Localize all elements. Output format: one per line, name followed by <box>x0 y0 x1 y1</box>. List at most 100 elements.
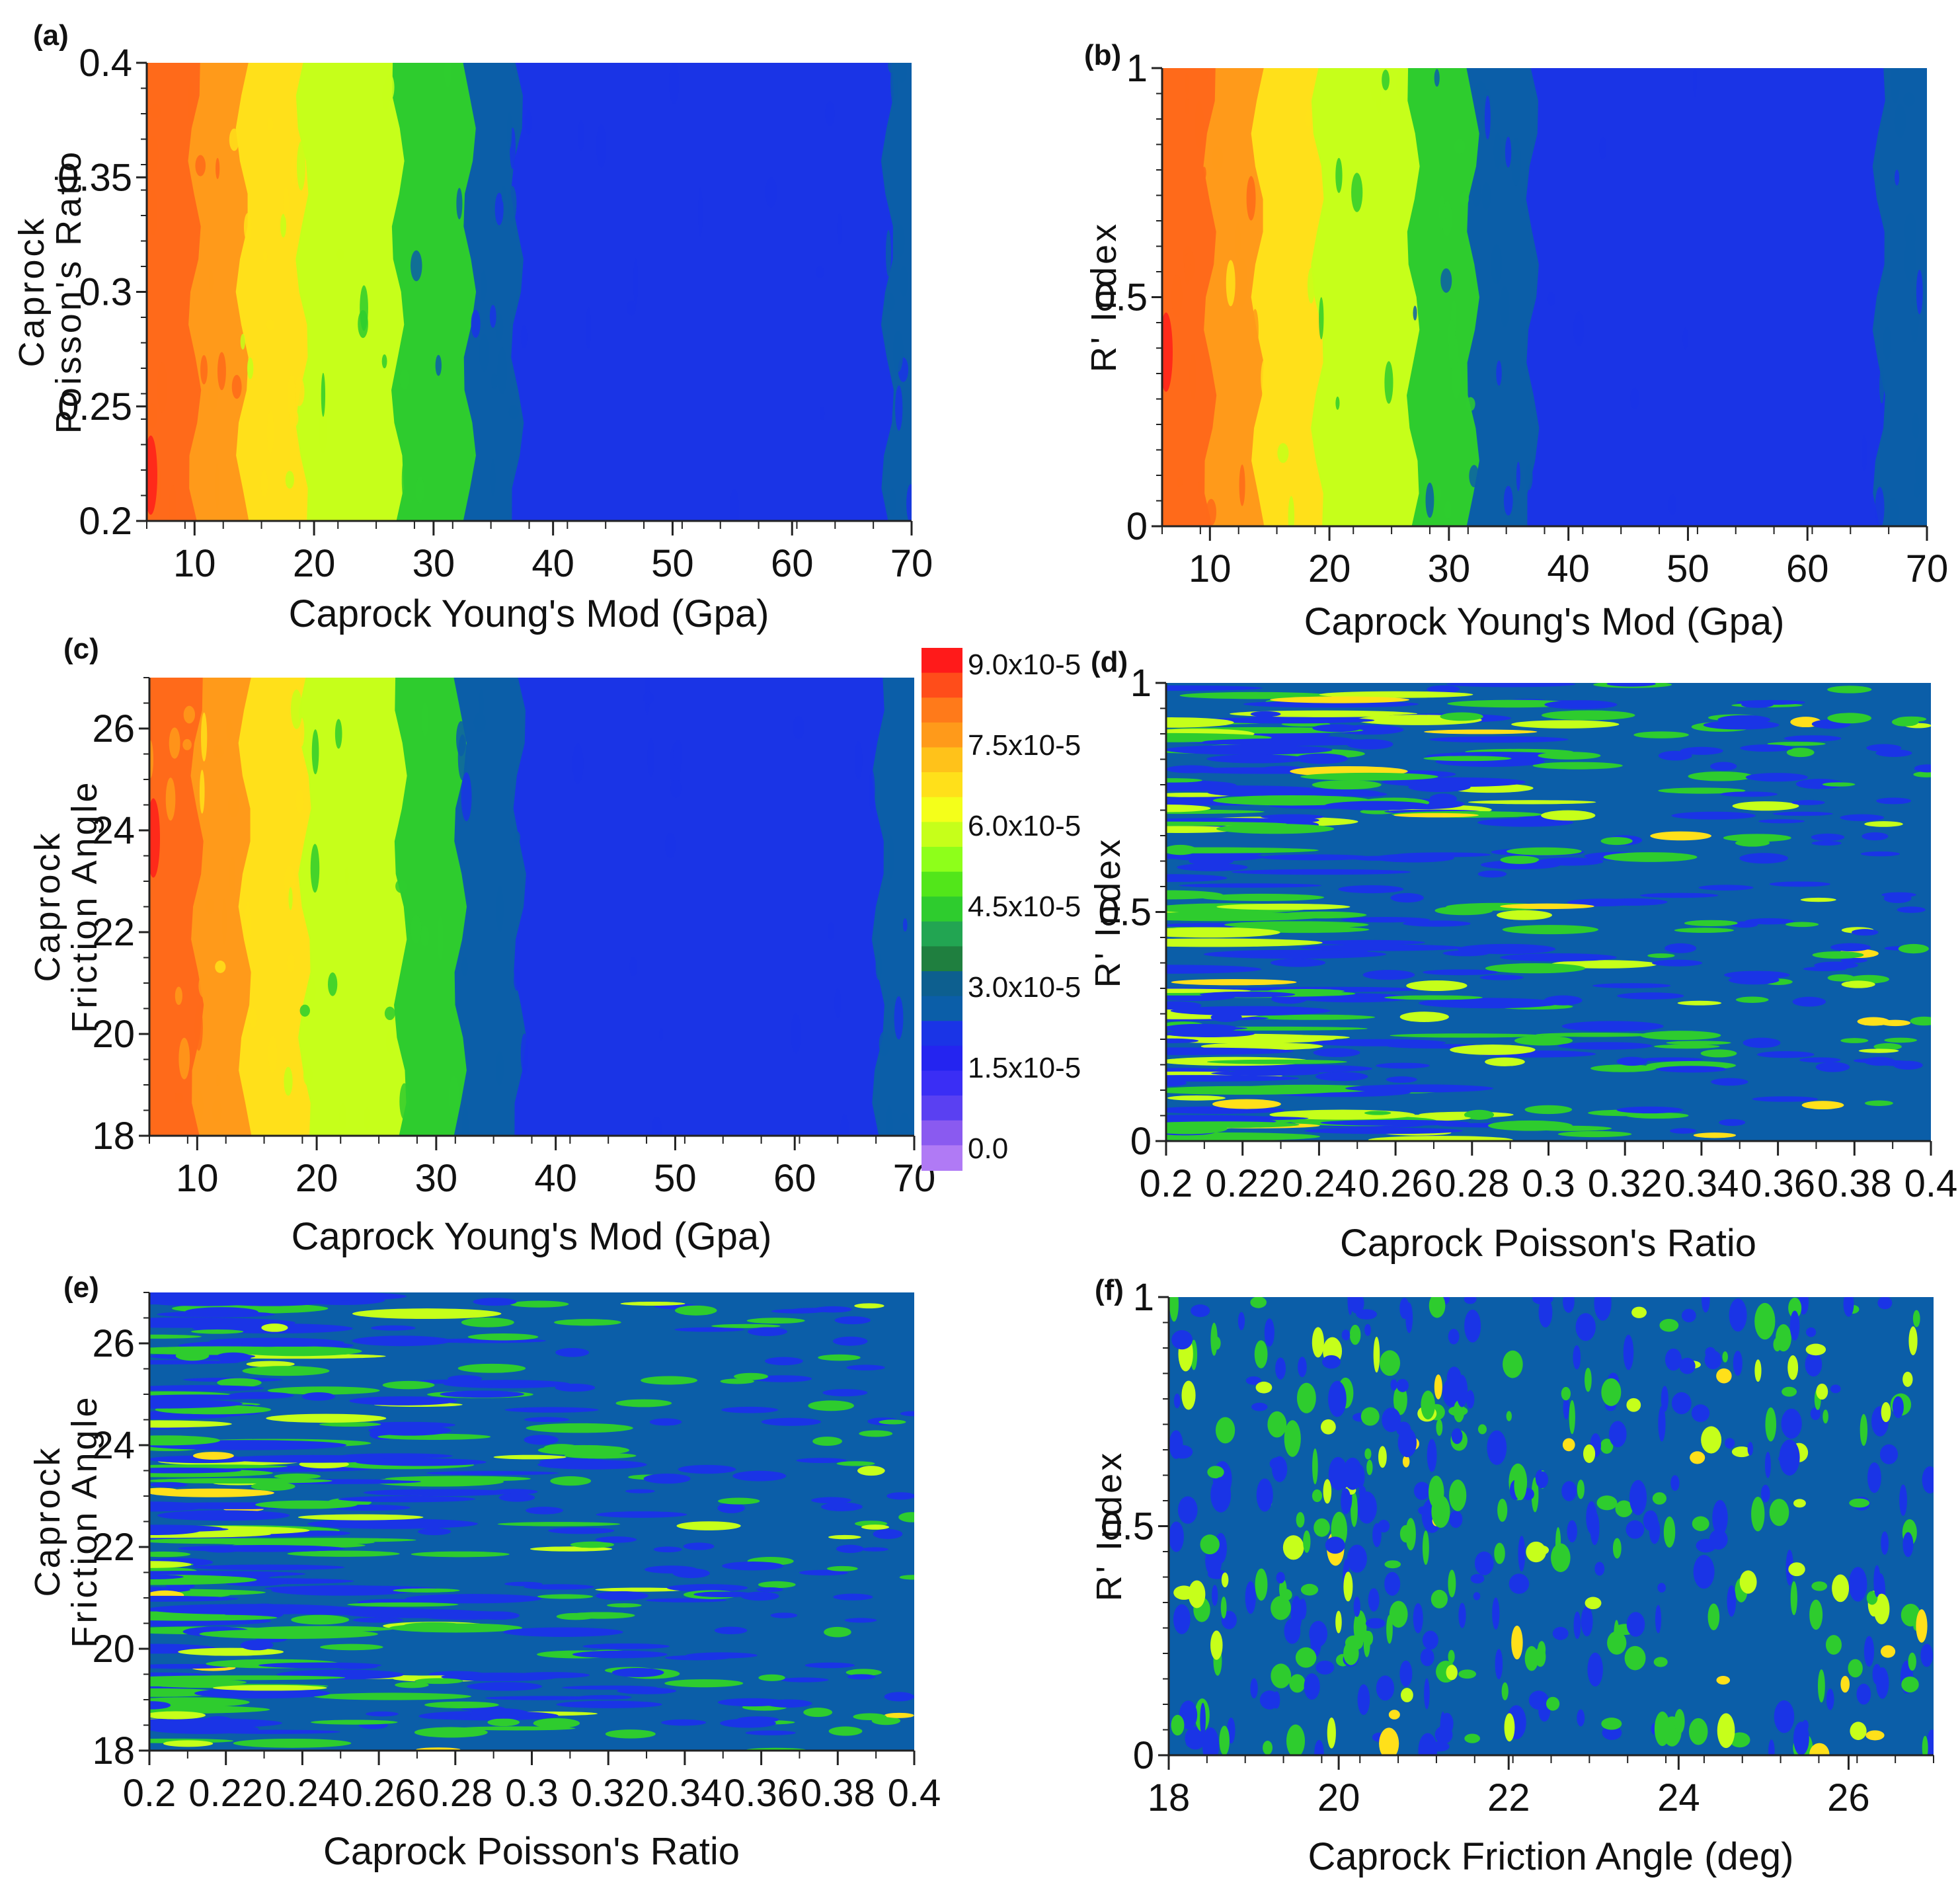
colorbar-swatch <box>921 797 962 823</box>
contour-streak <box>834 1316 871 1325</box>
panel-label-e: (e) <box>63 1271 99 1304</box>
contour-band <box>453 678 528 1136</box>
contour-blob <box>1269 1457 1285 1470</box>
contour-streak <box>1406 980 1468 991</box>
contour-streak <box>1267 989 1345 994</box>
contour-blob <box>1840 1675 1850 1693</box>
contour-streak <box>845 1669 882 1677</box>
contour-streak <box>1880 1019 1911 1027</box>
contour-blob <box>1289 1674 1306 1693</box>
y-tick-label: 0.3 <box>79 271 132 314</box>
contour-streak <box>900 1411 914 1417</box>
contour-streak <box>1617 992 1684 1000</box>
contour-blob <box>1903 92 1915 107</box>
y-axis-title-c-line1: Caprock <box>28 830 67 982</box>
contour-streak <box>1538 752 1601 760</box>
contour-streak <box>149 1292 333 1298</box>
y-axis-title-c: Caprock Friction Angle <box>28 779 104 1033</box>
contour-blob <box>1724 1438 1735 1449</box>
contour-streak <box>1795 779 1844 789</box>
contour-streak <box>1312 724 1361 732</box>
contour-streak <box>556 1700 662 1708</box>
contour-peak <box>147 435 157 515</box>
contour-streak <box>1812 951 1864 959</box>
contour-blob <box>1255 1568 1268 1601</box>
contour-blob <box>479 689 484 719</box>
contour-blob <box>1304 110 1312 128</box>
contour-blob <box>399 1083 409 1120</box>
y-axis-title-d: R' Index <box>1088 837 1128 988</box>
contour-blob <box>1653 1657 1668 1667</box>
contour-blob <box>514 831 521 843</box>
contour-streak <box>754 1375 812 1382</box>
y-tick-label: 24 <box>92 1424 135 1467</box>
contour-streak <box>836 1461 875 1466</box>
contour-blob <box>479 334 489 372</box>
contour-blob <box>1195 101 1204 149</box>
contour-streak <box>799 1569 848 1576</box>
contour-streak <box>1666 1041 1731 1045</box>
contour-blob <box>1323 1479 1332 1504</box>
contour-blob <box>1626 1398 1641 1412</box>
colorbar-swatch <box>921 672 962 699</box>
contour-blob <box>1692 1516 1709 1531</box>
contour-blob <box>268 1035 278 1073</box>
contour-blob <box>491 373 498 389</box>
contour-blob <box>1887 498 1899 526</box>
x-tick-label: 70 <box>1906 547 1949 590</box>
contour-blob <box>1583 1444 1596 1463</box>
contour-band <box>513 678 886 1136</box>
contour-streak <box>338 1495 475 1503</box>
x-tick-label: 70 <box>890 542 933 585</box>
contour-streak <box>1312 780 1382 790</box>
contour-blob <box>1904 212 1916 249</box>
axes-f: 18 20 22 24 26 0 0.5 1 <box>1101 1276 1934 1819</box>
contour-blob <box>147 403 158 428</box>
contour-blob <box>1590 1511 1600 1546</box>
contour-blob <box>1806 1327 1817 1337</box>
contour-blob <box>1816 1383 1828 1400</box>
contour-blob <box>1219 1725 1230 1755</box>
contour-blob <box>1914 481 1920 498</box>
contour-blob <box>1172 1445 1193 1459</box>
contour-streak <box>1200 893 1325 902</box>
contour-blob <box>1577 1709 1585 1727</box>
contour-streak <box>1720 791 1778 797</box>
contour-blob <box>900 1112 910 1136</box>
contour-blob <box>212 1099 222 1122</box>
contour-blob <box>1691 1404 1710 1422</box>
contour-blob <box>1239 464 1245 506</box>
contour-blob <box>1789 1310 1800 1341</box>
contour-streak <box>366 1711 399 1717</box>
contour-blob <box>1475 81 1487 100</box>
contour-streak <box>717 1503 745 1513</box>
x-tick-label: 20 <box>293 542 336 585</box>
contour-streak <box>1311 1039 1446 1047</box>
contour-blob <box>311 729 319 775</box>
contour-streak <box>1640 892 1719 898</box>
y-tick-label: 1 <box>1133 1276 1154 1319</box>
colorbar-swatch <box>921 846 962 873</box>
contour-blob <box>1702 1297 1710 1313</box>
contour-blob <box>240 333 245 350</box>
contour-streak <box>261 1324 288 1332</box>
contour-streak <box>847 1674 876 1680</box>
contour-blob <box>892 331 904 372</box>
contour-streak <box>266 1413 387 1423</box>
contour-blob <box>1717 1713 1735 1749</box>
contour-blob <box>187 81 196 124</box>
contour-streak <box>149 1614 278 1621</box>
x-tick-label: 0.3 <box>1522 1162 1575 1205</box>
contour-streak <box>1386 1076 1417 1083</box>
panel-label-c: (c) <box>63 633 99 665</box>
contour-blob <box>1511 1625 1523 1660</box>
contour-streak <box>310 1720 398 1725</box>
contour-streak <box>1827 686 1872 693</box>
contour-streak <box>1860 851 1900 857</box>
contour-streak <box>352 1308 502 1320</box>
contour-blob <box>1546 1696 1560 1711</box>
contour-blob <box>1448 1328 1460 1345</box>
contour-streak <box>255 1500 358 1509</box>
contour-blob <box>1177 476 1183 488</box>
contour-blob <box>456 188 463 219</box>
